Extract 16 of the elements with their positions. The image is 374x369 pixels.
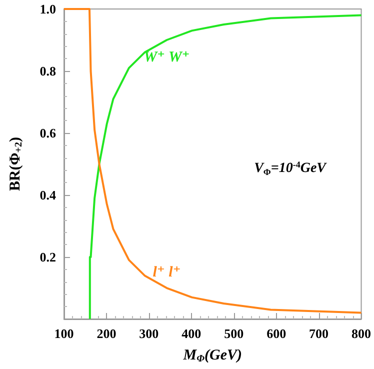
y-tick-label: 1.0 bbox=[40, 2, 56, 16]
x-tick-label: 600 bbox=[266, 326, 286, 341]
series-label: W⁺ W⁺ bbox=[144, 50, 190, 66]
x-tick-label: 800 bbox=[352, 326, 371, 341]
y-tick-label: 0.6 bbox=[40, 126, 56, 140]
x-tick-label: 100 bbox=[54, 326, 74, 341]
x-tick-label: 300 bbox=[139, 326, 159, 341]
series-label: l⁺ l⁺ bbox=[152, 264, 181, 280]
y-tick-label: 0.2 bbox=[40, 250, 56, 264]
y-axis-title: BR(Φ+2) bbox=[8, 137, 24, 191]
y-tick-label: 0.8 bbox=[40, 64, 56, 78]
x-tick-label: 400 bbox=[182, 326, 202, 341]
y-tick-label: 0.4 bbox=[40, 188, 56, 202]
x-tick-label: 700 bbox=[309, 326, 329, 341]
x-tick-label: 500 bbox=[224, 326, 244, 341]
x-tick-label: 200 bbox=[96, 326, 116, 341]
